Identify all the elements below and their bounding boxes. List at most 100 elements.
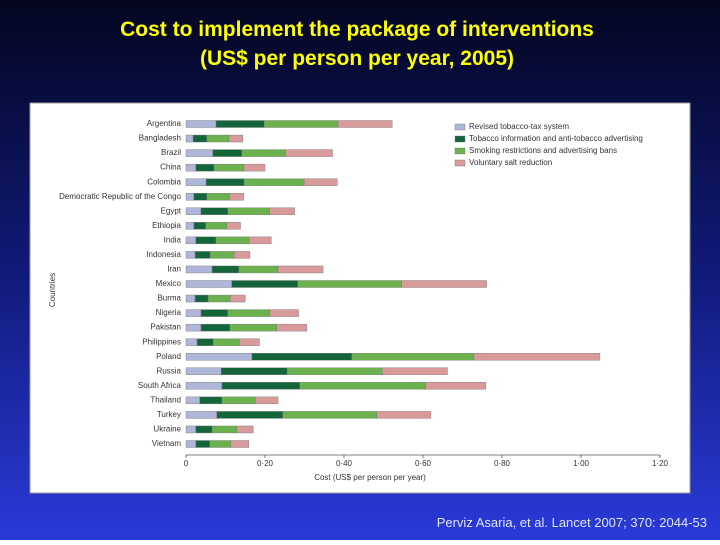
bar-segment — [211, 265, 240, 274]
y-tick-label: India — [164, 235, 182, 244]
bar-segment — [185, 265, 213, 274]
bar-segment — [401, 280, 487, 288]
bar-segment — [185, 251, 196, 259]
y-tick-label: Thailand — [150, 395, 181, 404]
y-tick-label: Pakistan — [150, 323, 181, 332]
bar-segment — [297, 280, 402, 288]
bar-segment — [241, 149, 286, 157]
x-tick-label: 0·20 — [257, 459, 274, 468]
y-tick-label: Egypt — [161, 206, 182, 215]
bar-segment — [207, 294, 231, 303]
bar-segment — [229, 193, 244, 201]
y-tick-label: South Africa — [138, 381, 182, 390]
bar-segment — [196, 338, 214, 346]
legend-swatch — [454, 147, 466, 155]
bar-segment — [473, 353, 601, 361]
bar-segment — [195, 163, 215, 172]
bar-segment — [276, 323, 308, 332]
bar-segment — [376, 411, 432, 419]
bar-segment — [337, 120, 393, 128]
bar-segment — [238, 265, 279, 274]
bar-segment — [382, 367, 448, 375]
legend-swatch — [454, 159, 466, 167]
y-tick-label: Democratic Republic of the Congo — [59, 192, 181, 201]
bar-segment — [221, 382, 300, 390]
bar-segment — [243, 163, 266, 172]
bar-segment — [195, 440, 210, 448]
bar-segment — [185, 323, 202, 332]
bar-segment — [185, 294, 196, 303]
slide-title: Cost to implement the package of interve… — [120, 18, 594, 41]
bar-segment — [205, 178, 245, 186]
y-tick-label: Turkey — [157, 410, 181, 419]
bar-segment — [185, 163, 197, 172]
x-tick-label: 0·80 — [494, 459, 511, 468]
x-tick-label: 0 — [184, 459, 189, 468]
y-tick-label: China — [160, 163, 181, 172]
bar-segment — [195, 236, 217, 245]
bar-segment — [227, 309, 270, 317]
bar-segment — [185, 382, 223, 390]
chart-panel — [29, 102, 691, 494]
bar-segment — [200, 207, 229, 215]
citation: Perviz Asaria, et al. Lancet 2007; 370: … — [437, 515, 707, 530]
y-tick-label: Bangladesh — [139, 134, 181, 143]
bar-segment — [227, 207, 270, 215]
bar-segment — [185, 309, 202, 317]
legend-swatch — [454, 123, 466, 131]
bar-segment — [195, 425, 213, 434]
bar-segment — [185, 367, 222, 375]
bar-segment — [221, 396, 256, 405]
y-axis-label: Countries — [48, 273, 57, 307]
bar-segment — [213, 163, 245, 172]
bar-segment — [212, 149, 242, 157]
bar-segment — [193, 193, 208, 201]
legend-label: Voluntary salt reduction — [469, 158, 552, 167]
y-tick-label: Colombia — [147, 177, 181, 186]
bar-segment — [185, 149, 214, 157]
y-tick-label: Iran — [167, 265, 181, 274]
y-tick-label: Poland — [156, 352, 181, 361]
bar-segment — [226, 222, 241, 230]
bar-segment — [185, 353, 253, 361]
bar-segment — [185, 193, 195, 201]
bar-segment — [185, 207, 202, 215]
bar-segment — [206, 193, 231, 201]
bar-segment — [200, 309, 229, 317]
bar-segment — [206, 134, 230, 143]
bar-segment — [215, 120, 265, 128]
bar-segment — [264, 120, 339, 128]
bar-segment — [243, 178, 305, 186]
bar-segment — [185, 222, 195, 230]
bar-segment — [209, 251, 235, 259]
legend-swatch — [454, 135, 466, 143]
bar-segment — [231, 280, 298, 288]
bar-segment — [228, 134, 244, 143]
bar-segment — [299, 382, 426, 390]
bar-segment — [303, 178, 338, 186]
bar-segment — [185, 120, 217, 128]
x-tick-label: 0·40 — [336, 459, 353, 468]
bar-segment — [351, 353, 475, 361]
bar-segment — [185, 236, 197, 245]
bar-segment — [211, 425, 238, 434]
slide-subtitle: (US$ per person per year, 2005) — [200, 47, 514, 70]
bar-segment — [185, 134, 194, 143]
y-tick-label: Argentina — [147, 119, 182, 128]
bar-segment — [199, 396, 223, 405]
x-tick-label: 0·60 — [415, 459, 432, 468]
bar-segment — [230, 294, 246, 303]
bar-segment — [277, 265, 324, 274]
bar-segment — [215, 236, 250, 245]
bar-segment — [239, 338, 260, 346]
bar-segment — [282, 411, 377, 419]
bar-segment — [425, 382, 487, 390]
bar-segment — [205, 222, 227, 230]
y-tick-label: Russia — [157, 366, 182, 375]
y-tick-label: Indonesia — [146, 250, 181, 259]
x-axis-label: Cost (US$ per person per year) — [314, 473, 426, 482]
x-tick-label: 1·20 — [652, 459, 669, 468]
bar-segment — [216, 411, 283, 419]
y-tick-label: Ukraine — [153, 425, 181, 434]
